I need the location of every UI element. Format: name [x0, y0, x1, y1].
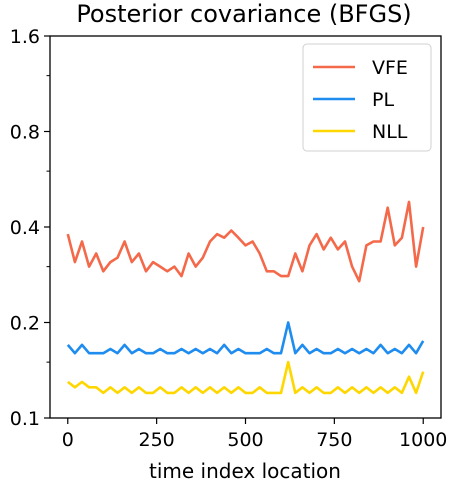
- x-axis: 0 250 500 750 1000: [62, 418, 447, 451]
- legend-label-nll: NLL: [372, 121, 408, 143]
- y-tick-label: 0.2: [10, 313, 40, 335]
- x-tick-label: 0: [62, 429, 74, 451]
- y-tick-label: 0.4: [10, 217, 40, 239]
- legend-label-pl: PL: [372, 89, 394, 111]
- x-tick-label: 250: [139, 429, 175, 451]
- chart-title: Posterior covariance (BFGS): [76, 0, 411, 28]
- x-tick-label: 500: [227, 429, 263, 451]
- series-line-vfe: [66, 200, 425, 283]
- x-tick-label: 1000: [399, 429, 447, 451]
- legend-label-vfe: VFE: [372, 57, 408, 79]
- y-tick-label: 1.6: [10, 26, 40, 48]
- y-tick-label: 0.8: [10, 122, 40, 144]
- series-line-pl: [66, 321, 425, 355]
- legend: VFE PL NLL: [302, 43, 432, 152]
- x-tick-label: 750: [316, 429, 352, 451]
- legend-box: [302, 43, 432, 152]
- y-tick-label: 0.1: [10, 408, 40, 430]
- x-axis-label: time index location: [149, 459, 341, 483]
- plot-lines: [66, 200, 425, 395]
- series-line-nll: [67, 360, 425, 395]
- y-axis: 0.1 0.2 0.4 0.8 1.6: [10, 26, 50, 430]
